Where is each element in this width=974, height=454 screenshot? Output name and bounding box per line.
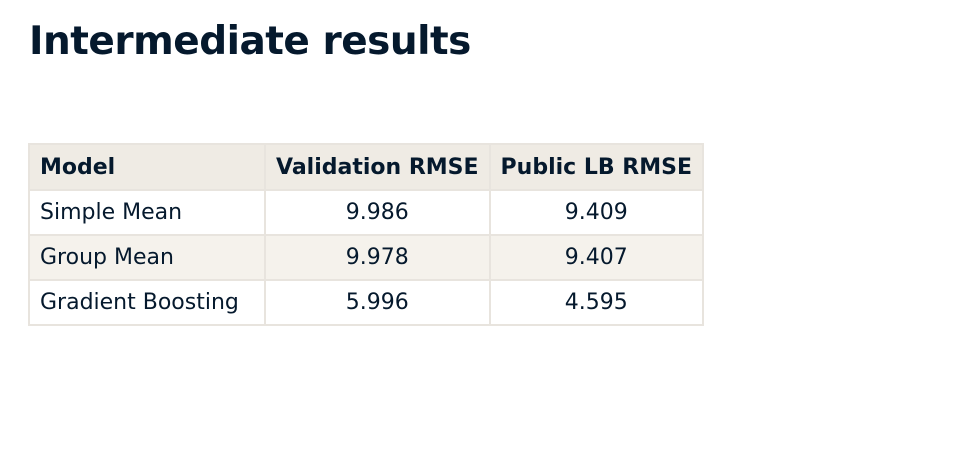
validation-rmse-cell: 9.978 [264, 234, 491, 281]
model-name-cell: Gradient Boosting [28, 279, 266, 326]
results-table: Model Validation RMSE Public LB RMSE Sim… [28, 143, 705, 326]
column-header-model: Model [28, 143, 266, 191]
column-header-validation-rmse: Validation RMSE [264, 143, 491, 191]
validation-rmse-cell: 5.996 [264, 279, 491, 326]
table-header-row: Model Validation RMSE Public LB RMSE [28, 143, 705, 191]
public-lb-rmse-cell: 4.595 [488, 279, 705, 326]
model-name-cell: Simple Mean [28, 189, 266, 236]
public-lb-rmse-cell: 9.407 [488, 234, 705, 281]
table-row: Simple Mean 9.986 9.409 [28, 189, 705, 236]
model-name-cell: Group Mean [28, 234, 266, 281]
column-header-public-lb-rmse: Public LB RMSE [488, 143, 705, 191]
page-title: Intermediate results [29, 19, 471, 64]
validation-rmse-cell: 9.986 [264, 189, 491, 236]
public-lb-rmse-cell: 9.409 [488, 189, 705, 236]
table-row: Group Mean 9.978 9.407 [28, 234, 705, 281]
table-row: Gradient Boosting 5.996 4.595 [28, 279, 705, 326]
